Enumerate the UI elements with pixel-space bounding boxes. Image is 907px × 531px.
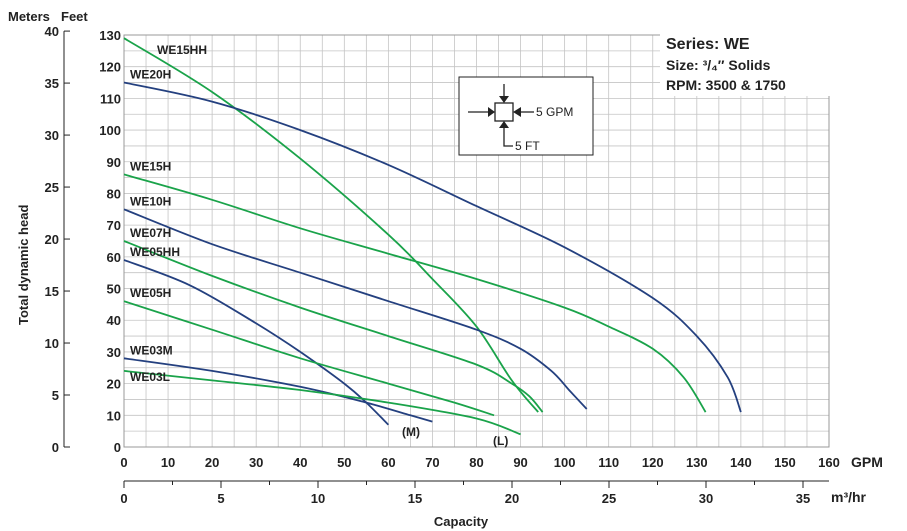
- gpm-tick-label: 50: [337, 455, 351, 470]
- info-background: [660, 32, 830, 96]
- m3-tick-label: 20: [505, 491, 519, 506]
- feet-axis-title: Feet: [61, 9, 88, 24]
- x-axis-label: Capacity: [434, 514, 489, 529]
- curves: [123, 37, 742, 436]
- feet-tick-label: 120: [99, 60, 121, 75]
- meters-tick-label: 25: [45, 180, 59, 195]
- gpm-tick-label: 70: [425, 455, 439, 470]
- meters-tick-label: 20: [45, 232, 59, 247]
- scale-head-label: 5 FT: [515, 139, 540, 153]
- meters-tick-label: 10: [45, 336, 59, 351]
- gpm-unit-label: GPM: [851, 454, 883, 470]
- m3-tick-label: 30: [699, 491, 713, 506]
- gpm-tick-label: 100: [554, 455, 576, 470]
- curve-label-we05hh: WE05HH: [130, 245, 180, 259]
- curve-label-we03m: WE03M: [130, 343, 173, 357]
- curve-labels: WE15HH WE20H WE15H WE10H WE07H WE05HH WE05H WE0…: [130, 43, 207, 384]
- gpm-tick-label: 130: [686, 455, 708, 470]
- chart-title: Series: WE: [666, 36, 750, 53]
- feet-tick-label: 130: [99, 28, 121, 43]
- subtitle-rpm: RPM: 3500 & 1750: [666, 77, 786, 93]
- curve-we10h: [123, 208, 588, 410]
- m3-tick-label: 35: [796, 491, 810, 506]
- curve-label-we15hh: WE15HH: [157, 43, 207, 57]
- gpm-tick-label: 0: [120, 455, 127, 470]
- arrow-down-icon: [499, 96, 509, 103]
- scale-square: [494, 102, 514, 122]
- axes: 0510152025303540010203040506070809010011…: [45, 24, 840, 506]
- m3-tick-label: 5: [217, 491, 224, 506]
- feet-tick-label: 20: [107, 377, 121, 392]
- feet-tick-label: 110: [100, 91, 121, 106]
- scale-legend-box: 5 GPM 5 FT: [458, 76, 594, 156]
- m3-tick-label: 15: [408, 491, 422, 506]
- curve-label-we07h: WE07H: [130, 226, 171, 240]
- gpm-tick-label: 90: [513, 455, 527, 470]
- feet-tick-label: 90: [107, 155, 121, 170]
- m3-tick-label: 10: [311, 491, 325, 506]
- meters-tick-label: 15: [45, 284, 59, 299]
- gpm-tick-label: 40: [293, 455, 307, 470]
- feet-tick-label: 80: [107, 186, 121, 201]
- annotation-l: (L): [493, 434, 508, 448]
- feet-tick-label: 10: [107, 408, 121, 423]
- curve-label-we10h: WE10H: [130, 194, 171, 208]
- gpm-tick-label: 80: [469, 455, 483, 470]
- curve-we03l: [123, 370, 521, 436]
- feet-tick-label: 0: [114, 440, 121, 455]
- meters-tick-label: 40: [45, 24, 59, 39]
- meters-tick-label: 35: [45, 76, 59, 91]
- curve-label-we05h: WE05H: [130, 286, 171, 300]
- gpm-tick-label: 20: [205, 455, 219, 470]
- y-axis-label: Total dynamic head: [16, 205, 31, 325]
- curve-we07h: [123, 240, 544, 413]
- curve-we03m: [123, 357, 433, 423]
- gpm-tick-label: 120: [642, 455, 664, 470]
- gpm-tick-label: 150: [774, 455, 796, 470]
- feet-tick-label: 40: [107, 313, 121, 328]
- curve-label-we20h: WE20H: [130, 68, 171, 82]
- feet-tick-label: 30: [107, 345, 121, 360]
- feet-tick-label: 100: [99, 123, 121, 138]
- gpm-tick-label: 140: [730, 455, 752, 470]
- curve-label-we03l: WE03L: [130, 370, 170, 384]
- annotation-m: (M): [402, 425, 420, 439]
- m3-unit-label: m³/hr: [831, 489, 867, 505]
- curve-we05h: [123, 300, 495, 417]
- subtitle-size: Size: ³/₄″ Solids: [666, 57, 771, 73]
- feet-tick-label: 70: [107, 218, 121, 233]
- arrow-right-icon: [488, 107, 495, 117]
- arrow-up-icon: [499, 121, 509, 128]
- meters-tick-label: 30: [45, 128, 59, 143]
- gpm-tick-label: 60: [381, 455, 395, 470]
- gpm-tick-label: 30: [249, 455, 263, 470]
- meters-tick-label: 0: [52, 440, 59, 455]
- curve-label-we15h: WE15H: [130, 159, 171, 173]
- feet-tick-label: 50: [107, 282, 121, 297]
- curve-we20h: [123, 81, 742, 413]
- gpm-tick-label: 110: [598, 455, 619, 470]
- curve-we15h: [123, 173, 707, 413]
- arrow-left-icon: [513, 107, 521, 117]
- gpm-tick-label: 160: [818, 455, 840, 470]
- m3-tick-label: 25: [602, 491, 616, 506]
- meters-tick-label: 5: [52, 388, 59, 403]
- scale-flow-label: 5 GPM: [536, 105, 573, 119]
- curve-we15hh: [123, 37, 539, 413]
- feet-tick-label: 60: [107, 250, 121, 265]
- gpm-tick-label: 10: [161, 455, 175, 470]
- meters-axis-title: Meters: [8, 9, 50, 24]
- m3-tick-label: 0: [120, 491, 127, 506]
